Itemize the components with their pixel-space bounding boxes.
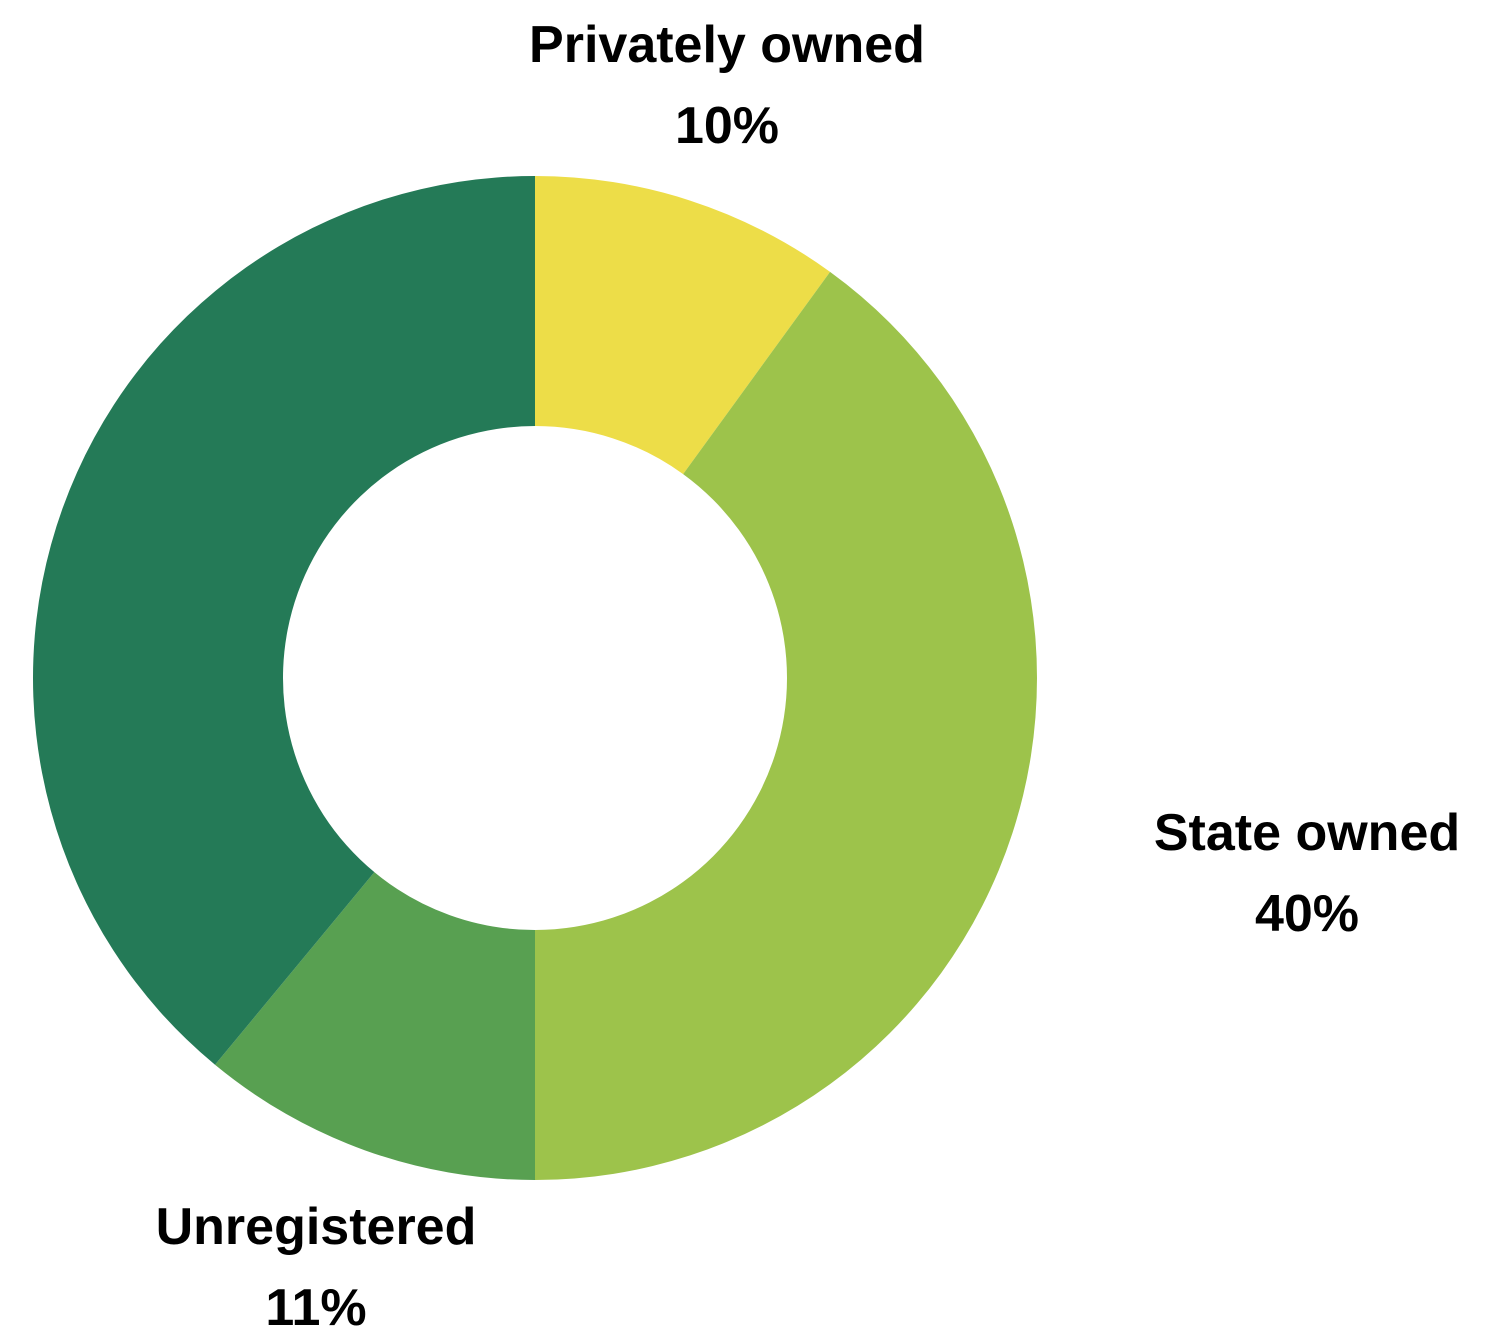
slice-label-privately-owned-group: Privately owned 10% xyxy=(529,16,925,155)
slice-label-unregistered-group: Unregistered 11% xyxy=(156,1198,477,1328)
slice-label-privately-owned: Privately owned xyxy=(529,16,925,74)
slice-value-unregistered: 11% xyxy=(265,1279,366,1328)
slice-label-state-owned: State owned xyxy=(1154,804,1460,862)
slice-label-state-owned-group: State owned 40% xyxy=(1154,804,1460,943)
slice-label-unregistered: Unregistered xyxy=(156,1198,477,1256)
slice-value-privately-owned: 10% xyxy=(675,97,779,155)
donut-slice-state-owned xyxy=(535,271,1037,1180)
donut-slice-privately-owned xyxy=(535,176,831,475)
slice-value-state-owned: 40% xyxy=(1255,885,1359,943)
donut-slice-unregistered xyxy=(215,872,535,1180)
donut-slice-unlabeled xyxy=(33,176,536,1065)
donut-slices xyxy=(33,176,1037,1180)
